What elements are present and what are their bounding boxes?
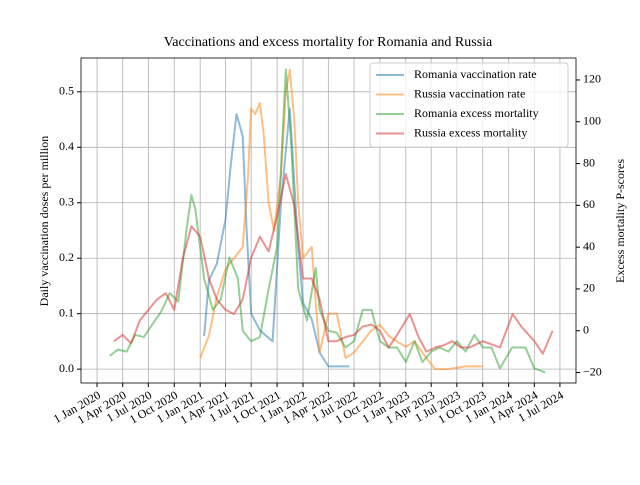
y2-tick-label: 0 [583,322,589,336]
y2-tick-label: 40 [583,239,595,253]
legend-label: Romania excess mortality [414,106,539,120]
y-tick-label: 0.2 [59,250,74,264]
y-tick-label: 0.5 [59,84,74,98]
y2-tick-label: 60 [583,197,595,211]
y2-tick-label: 100 [583,113,601,127]
legend-box [369,62,569,148]
series-line [113,173,554,355]
y2-tick-label: −20 [583,364,602,378]
y2-tick-label: 120 [583,72,601,86]
legend-label: Russia vaccination rate [414,86,525,100]
y2-axis-label: Excess mortality P-scores [613,159,627,283]
series-line [199,68,483,371]
y-tick-label: 0.0 [59,361,74,375]
plot-frame [80,57,577,384]
legend-label: Russia excess mortality [414,125,527,139]
chart-title: Vaccinations and excess mortality for Ro… [164,35,493,50]
y2-tick-label: 20 [583,281,595,295]
y-tick-label: 0.3 [59,195,74,209]
y-axis-label: Daily vaccination doses per million [37,136,51,307]
legend-label: Romania vaccination rate [414,67,537,81]
y-tick-label: 0.4 [59,139,74,153]
y2-tick-label: 80 [583,155,595,169]
y-tick-label: 0.1 [59,305,74,319]
series-line [203,107,350,368]
